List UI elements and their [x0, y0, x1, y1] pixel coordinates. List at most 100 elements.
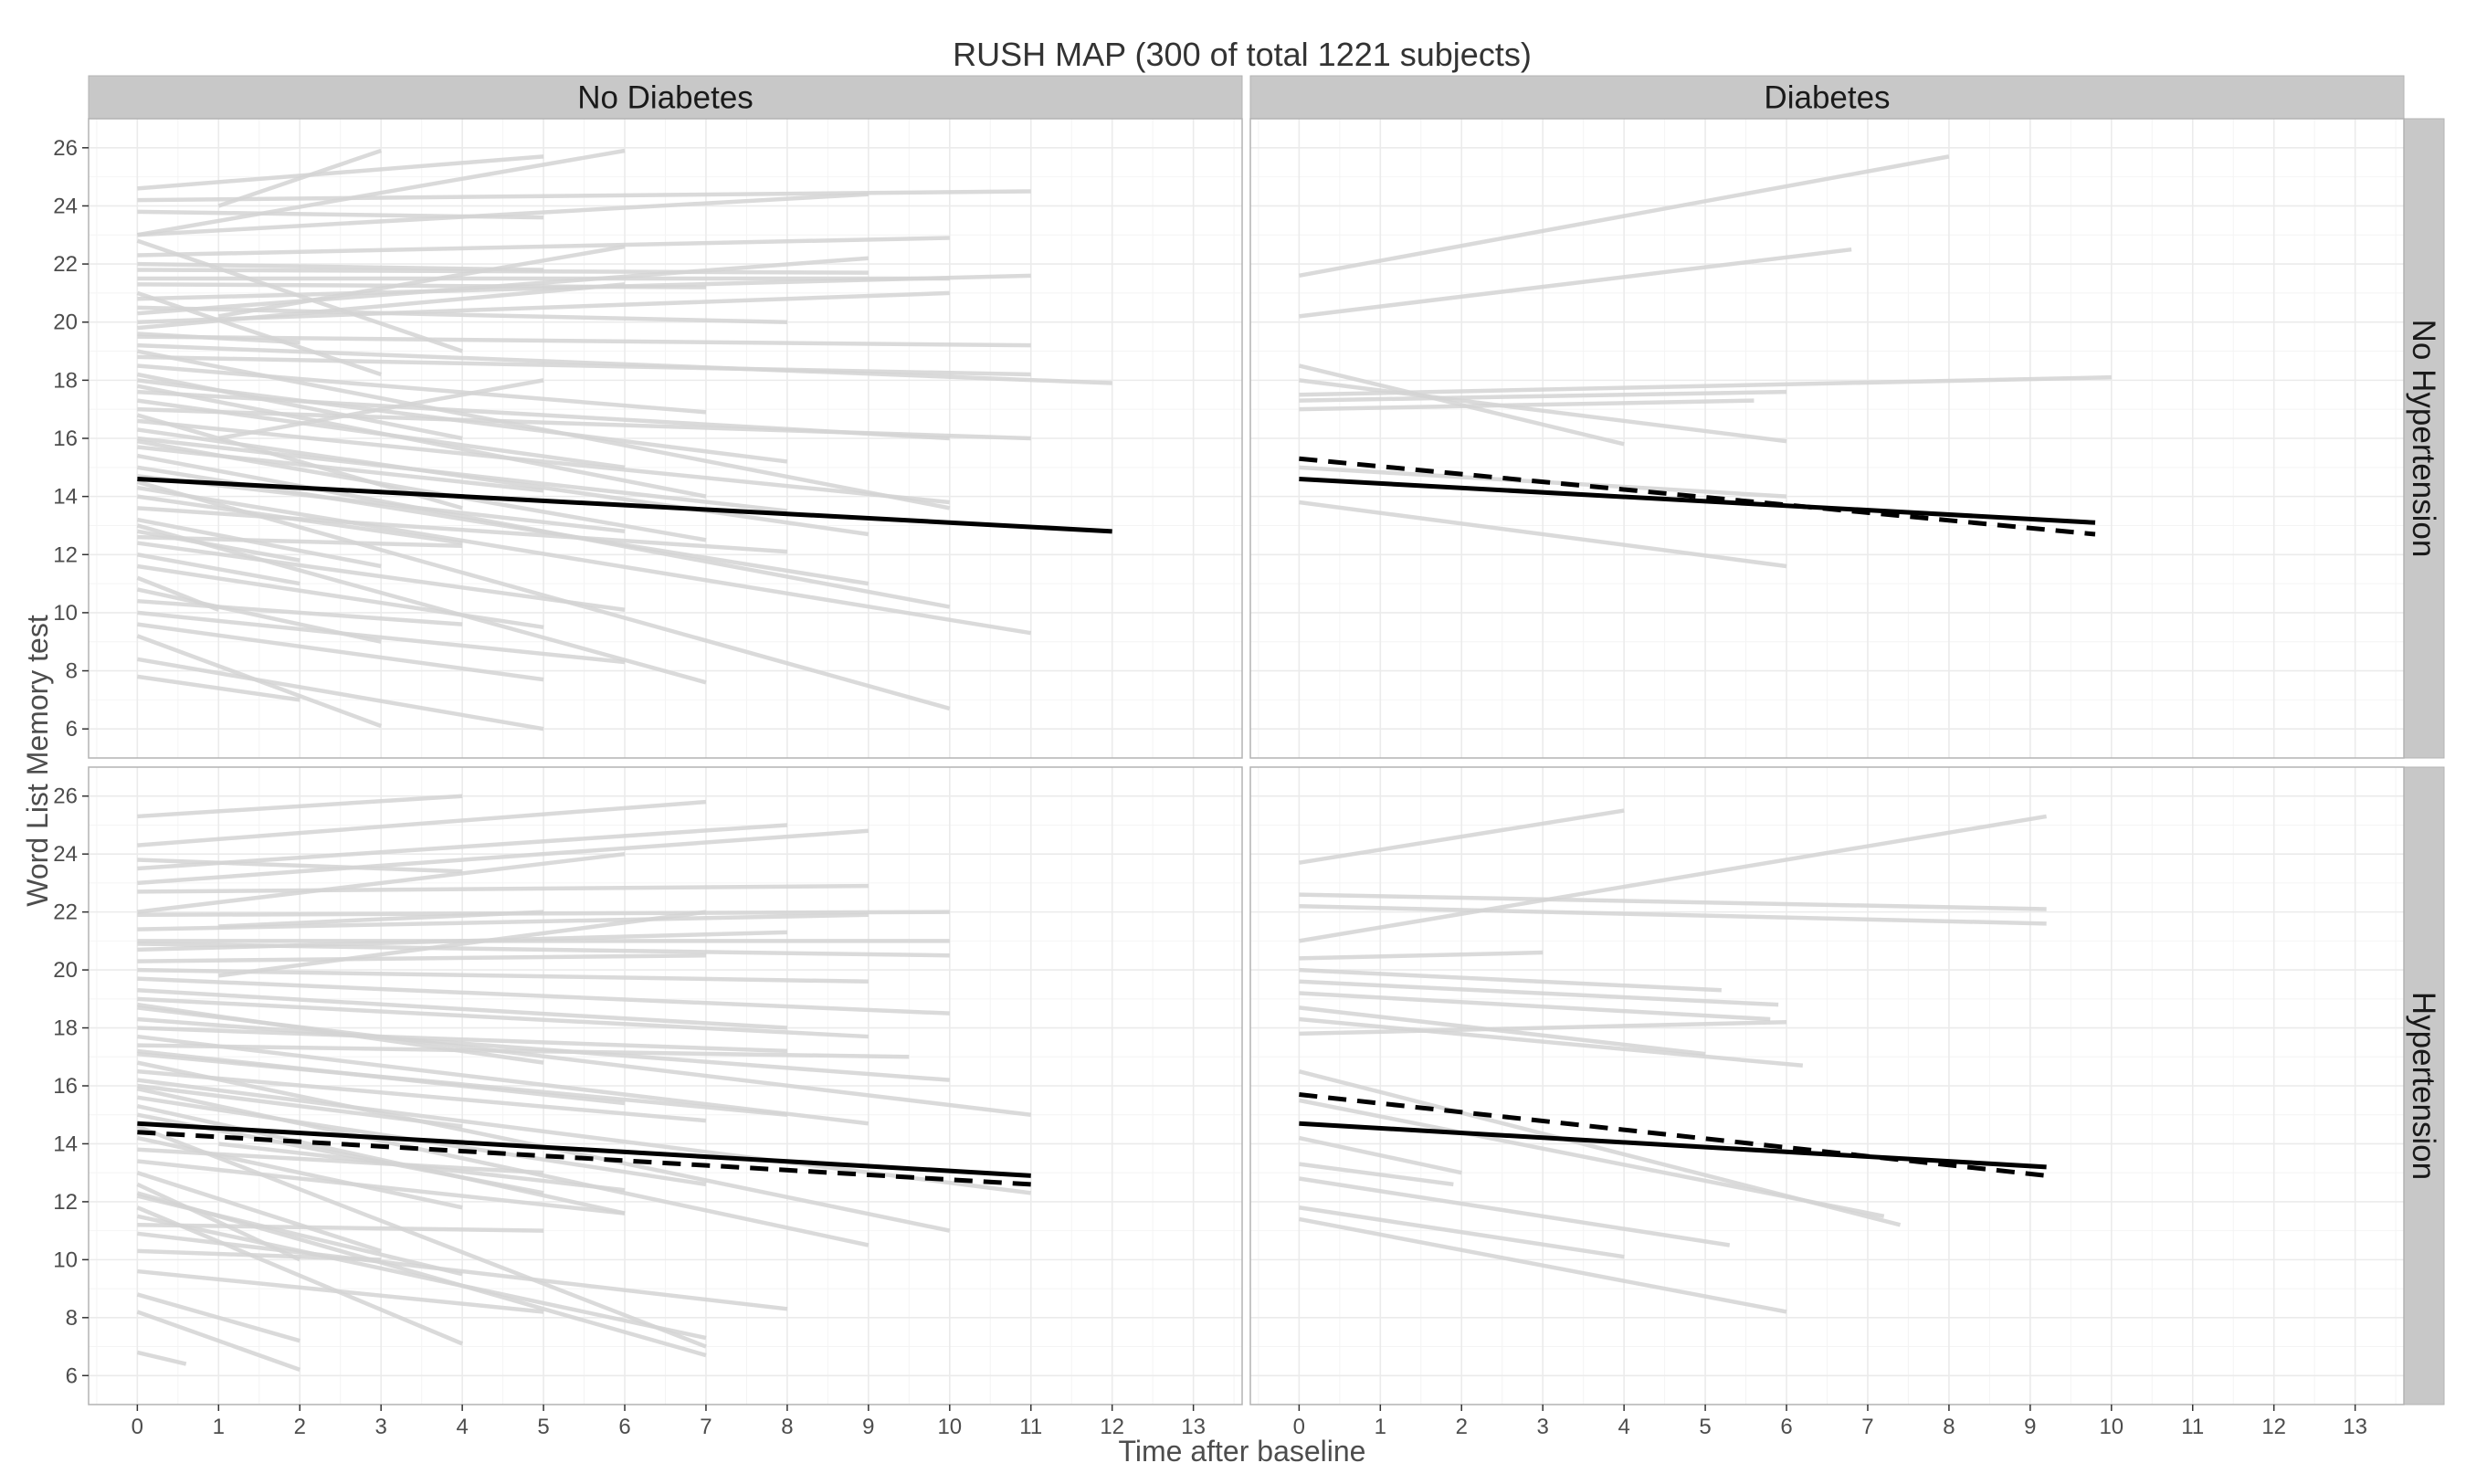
subject-line: [1299, 398, 1755, 412]
x-tick-label: 8: [1943, 1415, 1955, 1439]
subject-line: [136, 1135, 463, 1210]
subject-line: [1299, 967, 1722, 993]
row-strip-1: [2403, 766, 2445, 1405]
subject-line: [137, 858, 463, 874]
subject-line: [1299, 904, 2047, 926]
subject-line: [137, 342, 1112, 385]
subject-line: [137, 1083, 463, 1129]
x-tick-label: 5: [1699, 1415, 1711, 1439]
panel-border: [1249, 118, 2405, 759]
subject-line: [218, 910, 707, 978]
y-tick-label: 6: [66, 1363, 78, 1388]
x-tick-label: 13: [2343, 1415, 2367, 1439]
subject-line: [1299, 389, 1787, 403]
subject-line: [136, 479, 951, 711]
subject-line: [137, 988, 788, 1030]
subject-line: [1299, 1176, 1731, 1247]
subject-line: [1298, 1098, 1885, 1218]
subject-line: [136, 238, 463, 353]
subject-line: [137, 851, 626, 914]
subject-line: [137, 598, 463, 626]
subject-line: [217, 244, 626, 319]
subject-line: [1299, 950, 1544, 961]
subject-line: [137, 1223, 544, 1233]
row-strip-label: Hypertension: [2406, 992, 2441, 1180]
y-tick-label: 14: [53, 485, 78, 510]
subject-line: [1298, 154, 1950, 279]
subject-line: [137, 1002, 544, 1065]
x-tick-label: 9: [2024, 1415, 2036, 1439]
y-tick-label: 16: [53, 426, 78, 451]
x-tick-label: 0: [1293, 1415, 1305, 1439]
subject-line: [218, 1142, 626, 1193]
subject-line: [137, 261, 544, 272]
subject-line: [137, 334, 1031, 348]
subject-line: [137, 418, 951, 505]
fit-line-dashed: [137, 1130, 1031, 1187]
x-tick-label: 11: [2181, 1415, 2204, 1439]
subject-line: [137, 485, 1032, 636]
x-tick-label: 7: [1861, 1415, 1873, 1439]
x-tick-label: 1: [213, 1415, 225, 1439]
subject-line: [137, 1048, 626, 1106]
x-tick-label: 2: [294, 1415, 306, 1439]
y-tick-label: 26: [53, 784, 78, 809]
fit-line-dashed: [1299, 1092, 2047, 1178]
subject-line: [1299, 1205, 1625, 1259]
y-tick-label: 18: [53, 368, 78, 393]
subject-line: [137, 622, 544, 682]
subject-line: [136, 1191, 707, 1358]
subject-line: [137, 1159, 626, 1216]
fit-line-solid: [137, 477, 1112, 534]
subject-line: [1299, 1162, 1454, 1187]
subject-line: [137, 1026, 787, 1054]
x-tick-label: 8: [781, 1415, 793, 1439]
x-tick-label: 12: [1100, 1415, 1124, 1439]
column-strip-1: [1249, 75, 2405, 120]
subject-line: [1299, 1019, 1787, 1037]
subject-line: [1299, 979, 1779, 1007]
y-tick-label: 22: [53, 252, 78, 277]
subject-line: [136, 349, 951, 510]
y-tick-label: 12: [53, 542, 78, 567]
panel-border: [1249, 766, 2405, 1405]
subject-line: [136, 517, 382, 569]
subject-line: [1299, 892, 2047, 911]
subject-line: [137, 534, 463, 548]
subject-line: [136, 384, 707, 499]
subject-line: [1298, 814, 2048, 943]
y-axis-label: Word List Memory test: [21, 615, 54, 907]
subject-line: [137, 189, 1031, 203]
subject-line: [137, 332, 300, 345]
x-tick-label: 0: [132, 1415, 143, 1439]
subject-line: [137, 828, 869, 886]
y-tick-label: 6: [66, 717, 78, 742]
subject-line: [1299, 378, 1787, 444]
x-tick-label: 5: [537, 1415, 549, 1439]
subject-line: [217, 148, 382, 208]
fit-line-solid: [1299, 477, 2096, 525]
subject-line: [1299, 247, 1852, 319]
x-tick-label: 10: [2099, 1415, 2124, 1439]
fit-line-solid: [137, 1121, 1031, 1178]
chart-title: RUSH MAP (300 of total 1221 subjects): [953, 36, 1532, 73]
facet-panels: [88, 118, 2405, 1405]
subject-line: [137, 154, 544, 191]
subject-line: [137, 794, 463, 819]
panel-2: [88, 766, 1243, 1405]
x-tick-label: 7: [700, 1415, 711, 1439]
y-tick-label: 26: [53, 136, 78, 161]
y-tick-label: 10: [53, 601, 78, 626]
subject-line: [137, 996, 869, 1039]
subject-line: [137, 427, 869, 537]
subject-line: [137, 256, 869, 316]
subject-line: [217, 378, 544, 441]
y-tick-label: 20: [53, 310, 78, 335]
y-tick-label: 22: [53, 900, 78, 925]
x-axis-label: Time after baseline: [1119, 1435, 1366, 1468]
subject-line: [1298, 1135, 1462, 1175]
y-tick-label: 14: [53, 1131, 78, 1156]
subject-line: [136, 1214, 707, 1341]
x-tick-label: 4: [456, 1415, 468, 1439]
